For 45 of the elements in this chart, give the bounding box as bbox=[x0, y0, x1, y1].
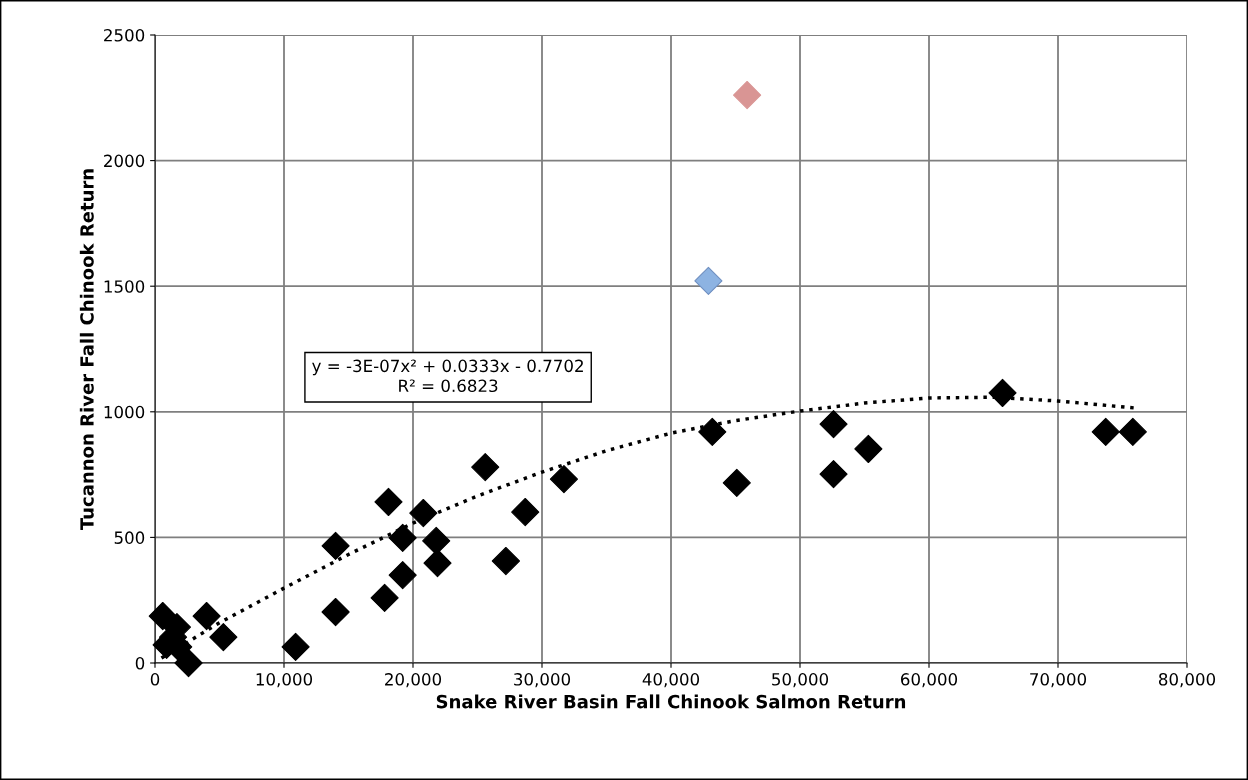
point bbox=[698, 417, 727, 446]
y-tick-label: 2500 bbox=[104, 28, 145, 42]
point bbox=[370, 583, 399, 613]
x-tick-label: 40,000 bbox=[642, 673, 700, 688]
x-tick-label: 50,000 bbox=[772, 673, 829, 688]
point bbox=[819, 460, 848, 489]
point bbox=[423, 548, 452, 578]
point bbox=[374, 487, 403, 517]
point bbox=[422, 526, 451, 556]
x-axis-title: Snake River Basin Fall Chinook Salmon Return bbox=[436, 694, 906, 709]
y-tick-label: 500 bbox=[114, 531, 145, 544]
y-axis-title: Tucannon River Fall Chinook Return bbox=[79, 169, 94, 531]
point bbox=[549, 465, 579, 494]
x-tick-label: 20,000 bbox=[385, 673, 442, 688]
point bbox=[722, 468, 751, 497]
x-tick-label: 30,000 bbox=[514, 673, 571, 688]
point bbox=[321, 531, 350, 561]
point bbox=[388, 560, 417, 590]
point bbox=[281, 632, 310, 662]
point bbox=[321, 597, 350, 627]
point bbox=[733, 80, 762, 110]
y-tick-label: 1500 bbox=[104, 280, 145, 293]
point bbox=[174, 648, 203, 678]
point bbox=[491, 546, 520, 576]
point bbox=[192, 601, 221, 631]
y-tick-label: 0 bbox=[135, 656, 145, 670]
x-tick-label: 80,000 bbox=[1158, 673, 1216, 688]
point bbox=[854, 434, 883, 464]
point bbox=[819, 410, 848, 439]
annotation: y = -3E-07x² + 0.0333x - 0.7702 R² = 0.6823 bbox=[312, 359, 583, 393]
point bbox=[409, 498, 438, 528]
point bbox=[471, 452, 500, 482]
x-tick-label: 60,000 bbox=[901, 673, 958, 688]
point bbox=[694, 266, 723, 296]
point bbox=[511, 497, 540, 527]
point bbox=[988, 378, 1017, 408]
point bbox=[388, 523, 417, 552]
point bbox=[1118, 417, 1147, 446]
x-tick-label: 0 bbox=[150, 673, 160, 686]
x-tick-label: 70,000 bbox=[1030, 673, 1087, 688]
x-tick-label: 10,000 bbox=[256, 673, 313, 688]
y-tick-label: 1000 bbox=[104, 405, 145, 419]
y-tick-label: 2000 bbox=[104, 154, 145, 168]
point bbox=[1091, 417, 1120, 446]
point bbox=[209, 623, 238, 652]
